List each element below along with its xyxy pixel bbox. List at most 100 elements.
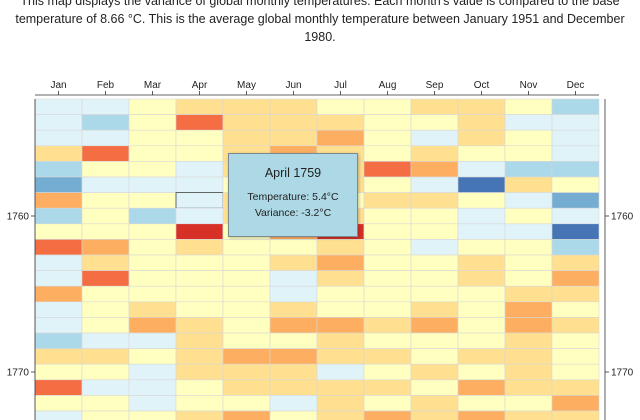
heatmap-cell[interactable] [457,317,506,334]
heatmap-cell[interactable] [34,348,83,365]
heatmap-cell[interactable] [81,317,130,334]
heatmap-cell[interactable] [410,254,459,271]
heatmap-cell[interactable] [81,285,130,303]
heatmap-cell[interactable] [128,239,177,256]
heatmap-cell[interactable] [551,161,600,178]
heatmap-cell[interactable] [504,301,553,318]
heatmap-cell[interactable] [34,301,83,318]
heatmap-cell[interactable] [551,239,600,256]
heatmap-cell[interactable] [363,285,412,303]
heatmap-cell[interactable] [269,285,318,303]
heatmap-cell[interactable] [504,223,553,240]
heatmap-cell[interactable] [175,129,224,147]
heatmap-cell[interactable] [34,410,83,420]
heatmap-cell[interactable] [410,317,459,334]
heatmap-cell[interactable] [175,379,224,396]
heatmap-cell[interactable] [457,410,506,420]
heatmap-cell[interactable] [410,270,459,287]
heatmap-cell[interactable] [269,410,318,420]
heatmap-cell[interactable] [504,207,553,225]
heatmap-cell[interactable] [551,379,600,396]
heatmap-cell[interactable] [222,379,271,396]
heatmap-cell[interactable] [316,285,365,303]
heatmap-cell[interactable] [128,270,177,287]
heatmap-cell[interactable] [34,254,83,271]
heatmap-cell[interactable] [175,254,224,271]
heatmap-cell[interactable] [34,114,83,131]
heatmap-cell[interactable] [222,98,271,115]
heatmap-cell[interactable] [551,332,600,349]
heatmap-cell[interactable] [363,410,412,420]
heatmap-cell[interactable] [504,410,553,420]
heatmap-cell[interactable] [551,285,600,303]
heatmap-cell[interactable] [81,254,130,271]
heatmap-cell[interactable] [269,239,318,256]
heatmap-cell[interactable] [81,301,130,318]
heatmap-cell[interactable] [34,145,83,162]
heatmap-cell[interactable] [457,379,506,396]
heatmap-cell[interactable] [410,379,459,396]
heatmap-cell[interactable] [457,207,506,225]
heatmap-cell[interactable] [363,192,412,209]
heatmap-cell[interactable] [269,301,318,318]
heatmap-cell[interactable] [457,176,506,193]
heatmap-cell[interactable] [410,98,459,115]
heatmap-cell[interactable] [128,114,177,131]
heatmap-cell[interactable] [175,348,224,365]
heatmap-cell[interactable] [316,129,365,147]
heatmap-cell[interactable] [175,317,224,334]
heatmap-cell[interactable] [551,207,600,225]
heatmap-cell[interactable] [316,410,365,420]
heatmap-cell[interactable] [504,395,553,412]
heatmap-cell[interactable] [175,114,224,131]
heatmap-cell[interactable] [81,176,130,193]
heatmap-cell[interactable] [457,285,506,303]
heatmap-cell[interactable] [34,207,83,225]
heatmap-cell[interactable] [222,270,271,287]
heatmap-cell[interactable] [269,114,318,131]
heatmap-cell[interactable] [457,301,506,318]
heatmap-cell[interactable] [175,410,224,420]
heatmap-cell[interactable] [81,145,130,162]
heatmap-cell[interactable] [504,348,553,365]
heatmap-cell[interactable] [457,363,506,381]
heatmap-cell[interactable] [410,410,459,420]
heatmap-cell[interactable] [410,161,459,178]
heatmap-cell[interactable] [410,332,459,349]
heatmap-cell[interactable] [128,348,177,365]
heatmap-cell[interactable] [175,98,224,115]
heatmap-cell[interactable] [410,114,459,131]
heatmap-cell[interactable] [222,254,271,271]
heatmap-cell[interactable] [363,145,412,162]
heatmap-cell[interactable] [551,254,600,271]
heatmap-cell[interactable] [457,161,506,178]
heatmap-cell[interactable] [81,348,130,365]
heatmap-cell[interactable] [551,395,600,412]
heatmap-cell[interactable] [504,176,553,193]
heatmap-cell[interactable] [34,363,83,381]
heatmap-cell[interactable] [128,145,177,162]
heatmap-cell[interactable] [410,239,459,256]
heatmap-cell[interactable] [269,363,318,381]
heatmap-cell[interactable] [34,176,83,193]
heatmap-cell[interactable] [128,192,177,209]
heatmap-cell[interactable] [34,285,83,303]
heatmap-cell[interactable] [175,270,224,287]
heatmap-cell[interactable] [316,114,365,131]
heatmap-cell[interactable] [410,395,459,412]
heatmap-cell[interactable] [457,98,506,115]
heatmap-cell[interactable] [175,207,224,225]
heatmap-cell[interactable] [269,254,318,271]
heatmap-cell[interactable] [457,145,506,162]
heatmap-cell[interactable] [410,129,459,147]
heatmap-cell[interactable] [175,176,224,193]
heatmap-cell[interactable] [175,161,224,178]
heatmap-cell[interactable] [551,176,600,193]
heatmap-cell[interactable] [81,161,130,178]
heatmap-cell[interactable] [128,254,177,271]
heatmap-cell[interactable] [316,301,365,318]
heatmap-cell[interactable] [551,410,600,420]
heatmap-cell[interactable] [410,145,459,162]
heatmap-cell[interactable] [504,129,553,147]
heatmap-cell[interactable] [175,192,224,209]
